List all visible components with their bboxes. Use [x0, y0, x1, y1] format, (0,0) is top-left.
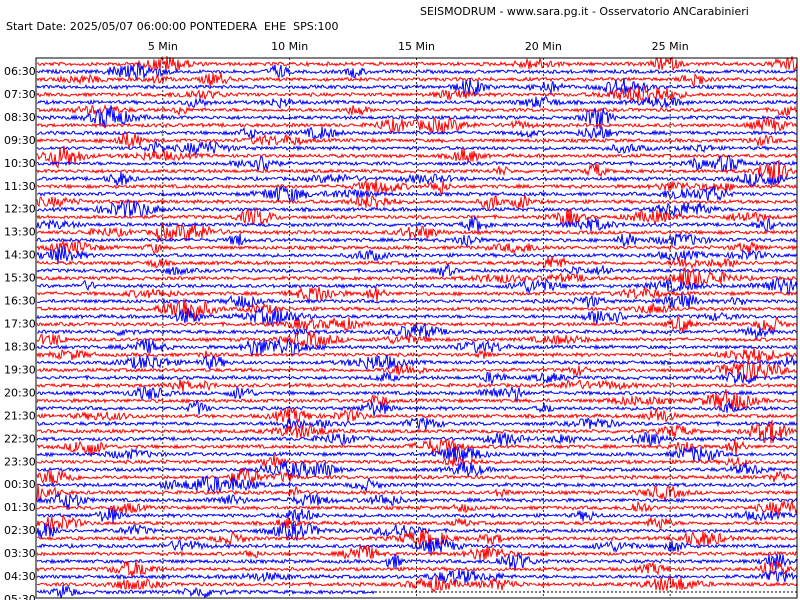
trace	[36, 267, 798, 289]
trace	[36, 560, 798, 581]
trace	[36, 446, 798, 464]
trace	[36, 575, 798, 593]
trace	[36, 77, 798, 97]
trace	[36, 105, 798, 130]
trace	[36, 331, 798, 350]
trace	[36, 553, 798, 571]
row-label: 01:30	[4, 501, 36, 514]
row-label: 19:30	[4, 363, 36, 376]
row-label: 14:30	[4, 249, 36, 262]
trace	[36, 298, 798, 321]
row-label: 00:30	[4, 478, 36, 491]
x-label: 10 Min	[271, 40, 308, 53]
trace	[36, 307, 798, 328]
trace	[36, 131, 798, 149]
trace	[36, 514, 798, 531]
row-label: 05:30	[4, 593, 36, 600]
trace	[36, 454, 798, 468]
row-label: 04:30	[4, 570, 36, 583]
row-label: 22:30	[4, 432, 36, 445]
row-label: 12:30	[4, 203, 36, 216]
row-label: 13:30	[4, 226, 36, 239]
trace	[36, 493, 798, 510]
trace	[36, 185, 798, 203]
trace	[36, 378, 798, 393]
trace	[36, 116, 798, 134]
trace	[36, 474, 798, 494]
title: SEISMODRUM - www.sara.pg.it - Osservator…	[420, 5, 749, 18]
x-label: 15 Min	[398, 40, 435, 53]
row-label: 21:30	[4, 409, 36, 422]
trace	[36, 431, 798, 448]
row-label: 11:30	[4, 180, 36, 193]
trace	[36, 233, 798, 249]
row-label: 20:30	[4, 386, 36, 399]
x-label: 20 Min	[525, 40, 562, 53]
trace	[36, 86, 798, 103]
row-label: 09:30	[4, 134, 36, 147]
row-label: 03:30	[4, 547, 36, 560]
row-label: 02:30	[4, 524, 36, 537]
trace	[36, 584, 376, 599]
trace	[36, 370, 798, 386]
x-label: 5 Min	[148, 40, 178, 53]
trace	[36, 179, 798, 195]
row-label: 15:30	[4, 272, 36, 285]
row-label: 07:30	[4, 88, 36, 101]
trace	[36, 126, 798, 140]
row-label: 06:30	[4, 65, 36, 78]
trace	[36, 206, 798, 226]
trace	[36, 389, 798, 412]
x-label: 25 Min	[652, 40, 689, 53]
trace	[36, 399, 798, 417]
row-label: 17:30	[4, 318, 36, 331]
row-label: 23:30	[4, 455, 36, 468]
trace	[36, 507, 798, 523]
trace	[36, 240, 798, 255]
row-label: 08:30	[4, 111, 36, 124]
row-label: 10:30	[4, 157, 36, 170]
row-label: 18:30	[4, 340, 36, 353]
trace	[36, 538, 798, 555]
row-label: 16:30	[4, 295, 36, 308]
trace	[36, 337, 798, 358]
trace	[36, 277, 798, 295]
start-info: Start Date: 2025/05/07 06:00:00 PONTEDER…	[6, 20, 338, 33]
trace	[36, 500, 798, 516]
trace	[36, 215, 798, 233]
trace	[36, 223, 798, 243]
trace	[36, 346, 798, 363]
trace	[36, 322, 798, 340]
trace	[36, 468, 798, 485]
